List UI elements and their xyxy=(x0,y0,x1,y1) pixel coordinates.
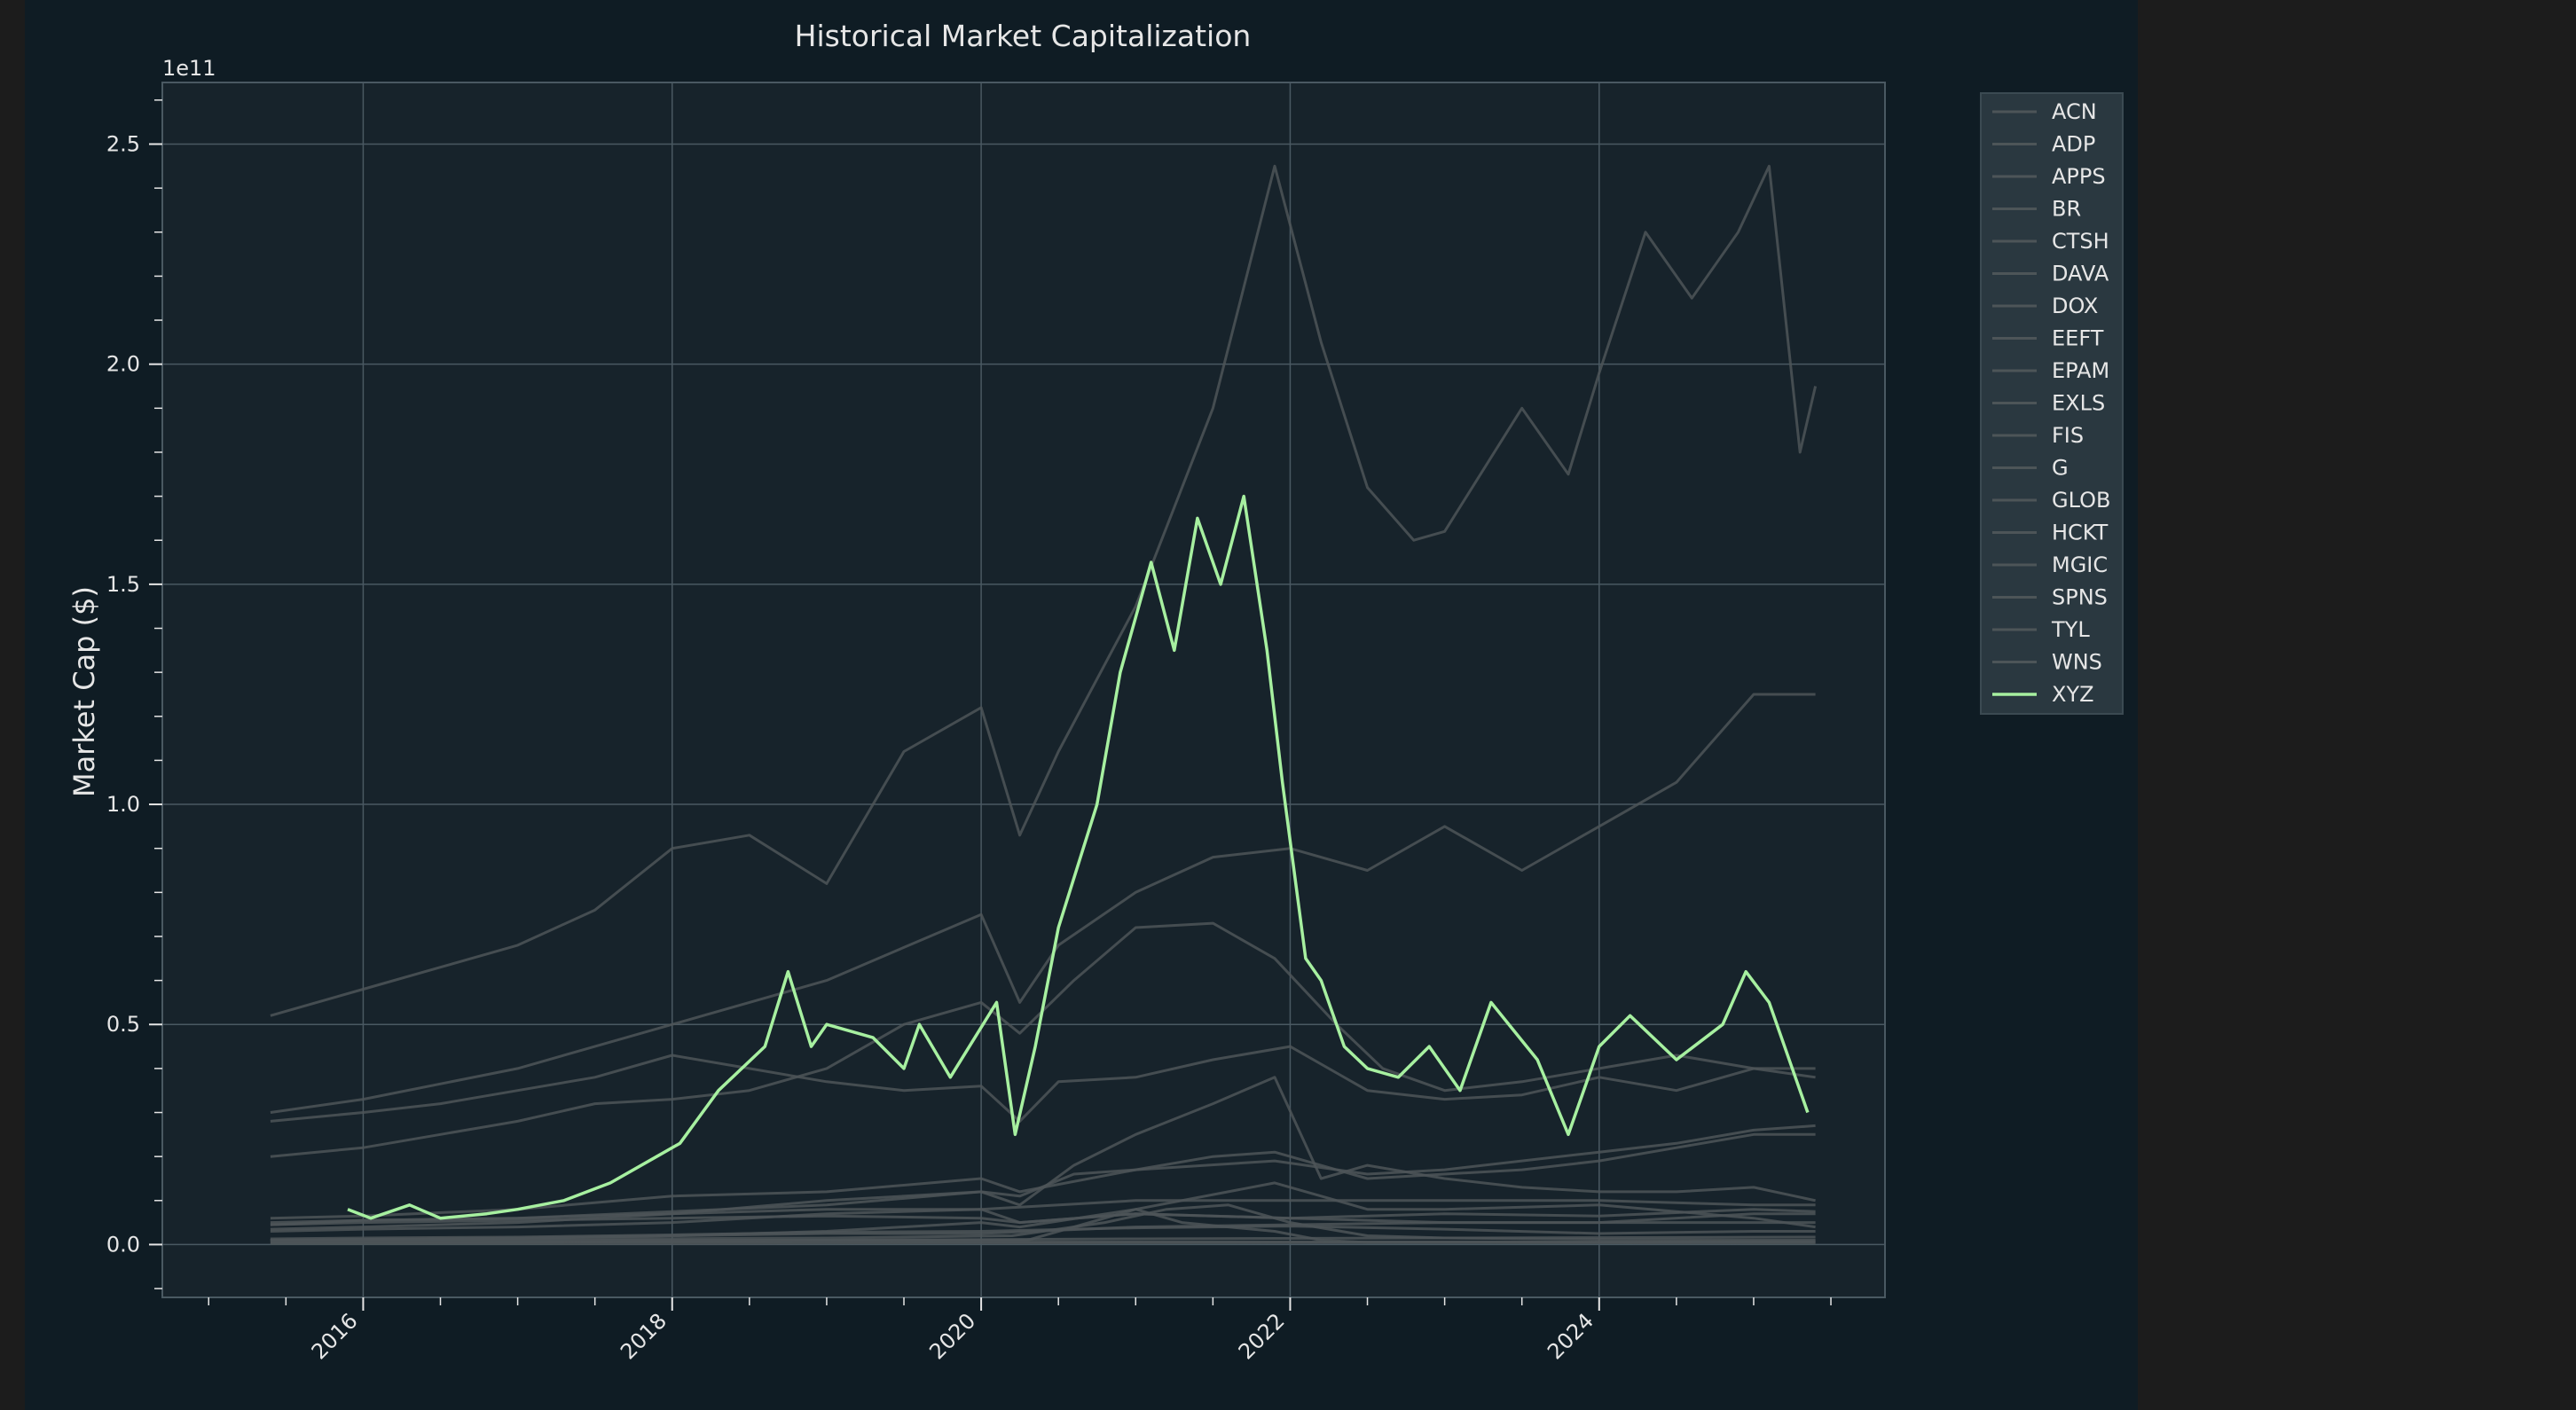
legend-label-mgic: MGIC xyxy=(2052,552,2108,577)
series-line-dava xyxy=(270,1203,1816,1242)
y-tick-label: 2.5 xyxy=(106,131,140,156)
y-offset-label: 1e11 xyxy=(162,56,216,81)
chart-figure: Historical Market Capitalization 1e11 Ma… xyxy=(25,0,2138,1410)
legend-label-dox: DOX xyxy=(2052,294,2098,318)
y-tick-label: 0.5 xyxy=(106,1012,140,1037)
chart-svg: Historical Market Capitalization 1e11 Ma… xyxy=(67,19,2124,1364)
x-tick-label: 2016 xyxy=(307,1308,363,1364)
x-tick-label: 2024 xyxy=(1543,1308,1598,1364)
series-line-spns xyxy=(270,1235,1816,1242)
legend-label-glob: GLOB xyxy=(2052,488,2110,513)
series-line-tyl xyxy=(270,1132,1816,1226)
legend-label-br: BR xyxy=(2052,197,2081,222)
y-tick-label: 0.0 xyxy=(106,1232,140,1257)
plot-area xyxy=(161,82,1886,1298)
legend-label-hckt: HCKT xyxy=(2052,521,2109,545)
legend: ACN ADP APPS BR CTSH DAVA DOX EEFT EPAM EXLS FIS GG… xyxy=(1980,92,2124,715)
legend-label-xyz: XYZ xyxy=(2052,682,2094,707)
legend-label-g: G xyxy=(2052,456,2069,481)
series-lines xyxy=(270,164,1818,1245)
y-axis-label: Market Cap ($) xyxy=(67,586,101,797)
y-tick-label: 1.0 xyxy=(106,792,140,817)
series-line-fis xyxy=(270,921,1816,1158)
y-tick-label: 2.0 xyxy=(106,352,140,377)
series-line-mgic xyxy=(270,1241,1816,1245)
legend-label-ctsh: CTSH xyxy=(2052,229,2109,254)
legend-entries: ACN ADP APPS BR CTSH DAVA DOX EEFT EPAM EXLS FIS GG… xyxy=(1992,99,2110,707)
series-line-acn xyxy=(270,164,1818,1017)
x-tick-label: 2022 xyxy=(1234,1308,1290,1364)
chart-title: Historical Market Capitalization xyxy=(795,19,1252,53)
y-tick-label: 1.5 xyxy=(106,572,140,597)
series-line-adp xyxy=(270,693,1816,1114)
x-tick-label: 2020 xyxy=(924,1308,980,1364)
legend-label-fis: FIS xyxy=(2052,423,2084,448)
legend-label-wns: WNS xyxy=(2052,650,2102,675)
series-line-g xyxy=(270,1208,1816,1226)
legend-label-tyl: TYL xyxy=(2051,617,2090,642)
series-line-epam xyxy=(270,1076,1816,1231)
legend-label-spns: SPNS xyxy=(2052,585,2108,610)
series-line-wns xyxy=(270,1225,1816,1241)
legend-label-eeft: EEFT xyxy=(2052,326,2104,351)
legend-label-adp: ADP xyxy=(2052,132,2095,157)
legend-label-exls: EXLS xyxy=(2052,391,2105,416)
legend-label-apps: APPS xyxy=(2052,164,2106,189)
series-line-xyz xyxy=(347,494,1810,1220)
legend-label-acn: ACN xyxy=(2052,99,2097,124)
legend-label-epam: EPAM xyxy=(2052,358,2109,383)
legend-label-dava: DAVA xyxy=(2052,262,2109,286)
x-tick-label: 2018 xyxy=(616,1308,671,1364)
series-line-ctsh xyxy=(270,1045,1816,1123)
